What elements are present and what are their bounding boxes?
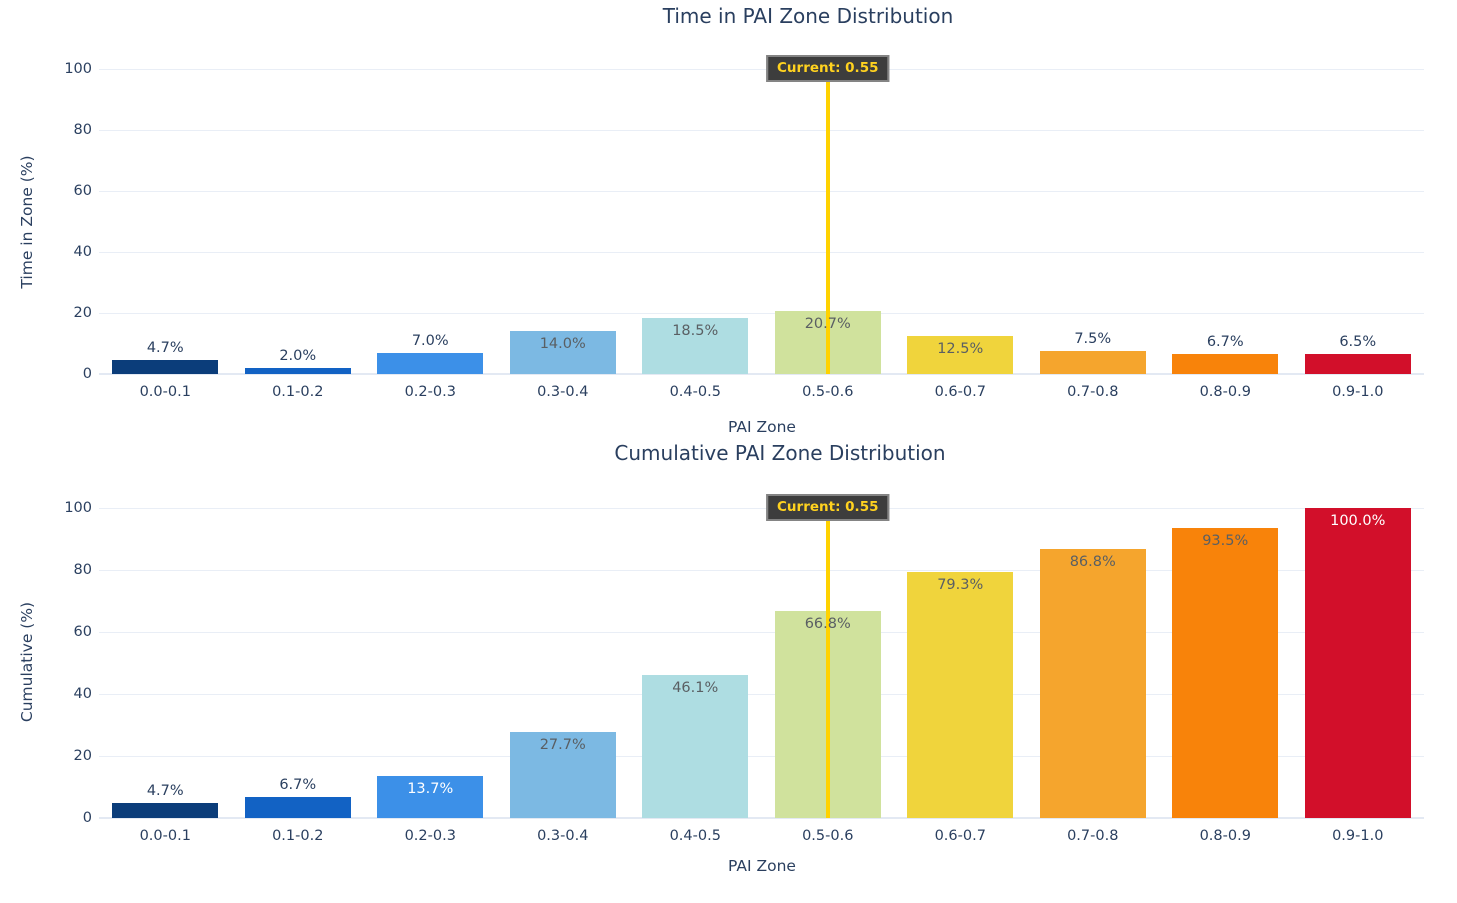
- current-value-annotation: Current: 0.55: [766, 55, 890, 82]
- bar-value-label: 27.7%: [539, 737, 586, 754]
- gridline: [99, 694, 1424, 695]
- bar-value-label: 79.3%: [937, 577, 984, 594]
- bar-value-label: 7.5%: [1074, 331, 1112, 348]
- bar-value-label: 6.5%: [1339, 334, 1377, 351]
- bar-0.3-0.4[interactable]: [509, 732, 616, 818]
- bar-value-label: 4.7%: [146, 339, 184, 356]
- bar-value-label: 2.0%: [279, 347, 317, 364]
- x-tick-label: 0.5-0.6: [802, 384, 854, 400]
- bar-0.7-0.8[interactable]: [1039, 548, 1146, 818]
- y-tick-label: 0: [82, 810, 92, 826]
- bar-0.4-0.5[interactable]: [642, 675, 749, 818]
- x-tick-label: 0.6-0.7: [934, 384, 986, 400]
- bar-0.2-0.3[interactable]: [377, 775, 484, 818]
- y-tick-label: 100: [64, 500, 92, 516]
- bar-value-label: 6.7%: [279, 777, 317, 794]
- y-axis-title: Time in Zone (%): [18, 155, 36, 289]
- bar-value-label: 86.8%: [1069, 553, 1116, 570]
- y-axis-title: Cumulative (%): [18, 601, 36, 723]
- bar-0.7-0.8[interactable]: [1039, 351, 1146, 374]
- x-tick-label: 0.8-0.9: [1199, 384, 1251, 400]
- current-value-line: [825, 59, 830, 374]
- x-axis-title: PAI Zone: [728, 418, 796, 436]
- y-tick-label: 20: [73, 305, 92, 321]
- x-tick-label: 0.7-0.8: [1067, 828, 1119, 844]
- bar-value-label: 7.0%: [411, 332, 449, 349]
- x-tick-label: 0.9-1.0: [1332, 828, 1384, 844]
- bar-value-label: 12.5%: [937, 340, 984, 357]
- bar-0.3-0.4[interactable]: [509, 331, 616, 374]
- bar-0.8-0.9[interactable]: [1172, 353, 1279, 374]
- x-tick-label: 0.6-0.7: [934, 828, 986, 844]
- bar-value-label: 18.5%: [672, 322, 719, 339]
- x-tick-label: 0.4-0.5: [669, 828, 721, 844]
- bar-0.6-0.7[interactable]: [907, 335, 1014, 374]
- x-tick-label: 0.2-0.3: [404, 828, 456, 844]
- x-tick-label: 0.1-0.2: [272, 384, 324, 400]
- x-tick-label: 0.0-0.1: [139, 384, 191, 400]
- gridline: [99, 313, 1424, 314]
- y-tick-label: 0: [82, 366, 92, 382]
- gridline: [99, 756, 1424, 757]
- x-tick-label: 0.8-0.9: [1199, 828, 1251, 844]
- gridline: [99, 570, 1424, 571]
- gridline: [99, 130, 1424, 131]
- bar-0.9-1.0[interactable]: [1304, 508, 1411, 818]
- bar-value-label: 14.0%: [539, 336, 586, 353]
- bar-value-label: 6.7%: [1206, 333, 1244, 350]
- x-tick-label: 0.1-0.2: [272, 828, 324, 844]
- y-tick-label: 40: [73, 244, 92, 260]
- gridline: [99, 508, 1424, 509]
- x-tick-label: 0.2-0.3: [404, 384, 456, 400]
- bar-value-label: 4.7%: [146, 783, 184, 800]
- bar-0.1-0.2[interactable]: [244, 367, 351, 374]
- bar-0.4-0.5[interactable]: [642, 317, 749, 374]
- gridline: [99, 69, 1424, 70]
- y-tick-label: 80: [73, 562, 92, 578]
- y-tick-label: 20: [73, 748, 92, 764]
- current-value-annotation: Current: 0.55: [766, 494, 890, 521]
- chart-title: Time in PAI Zone Distribution: [662, 4, 954, 28]
- x-tick-label: 0.4-0.5: [669, 384, 721, 400]
- current-value-line: [825, 498, 830, 818]
- y-tick-label: 60: [73, 183, 92, 199]
- x-axis-title: PAI Zone: [728, 857, 796, 875]
- x-axis-line: [99, 373, 1424, 375]
- bar-value-label: 13.7%: [407, 780, 454, 797]
- gridline: [99, 191, 1424, 192]
- x-tick-label: 0.9-1.0: [1332, 384, 1384, 400]
- bar-0.1-0.2[interactable]: [244, 797, 351, 818]
- bar-0.6-0.7[interactable]: [907, 572, 1014, 818]
- chart-title: Cumulative PAI Zone Distribution: [614, 441, 946, 465]
- bar-value-label: 20.7%: [804, 315, 851, 332]
- gridline: [99, 632, 1424, 633]
- bar-value-label: 93.5%: [1202, 533, 1249, 550]
- bar-0.9-1.0[interactable]: [1304, 354, 1411, 374]
- bar-0.8-0.9[interactable]: [1172, 528, 1279, 818]
- x-tick-label: 0.3-0.4: [537, 384, 589, 400]
- x-tick-label: 0.7-0.8: [1067, 384, 1119, 400]
- y-tick-label: 60: [73, 624, 92, 640]
- y-tick-label: 100: [64, 61, 92, 77]
- bar-value-label: 100.0%: [1330, 513, 1386, 529]
- x-tick-label: 0.5-0.6: [802, 828, 854, 844]
- x-axis-line: [99, 817, 1424, 819]
- gridline: [99, 252, 1424, 253]
- y-tick-label: 40: [73, 686, 92, 702]
- bar-0.2-0.3[interactable]: [377, 352, 484, 374]
- bar-0.0-0.1[interactable]: [112, 803, 219, 818]
- bar-value-label: 46.1%: [672, 680, 719, 697]
- x-tick-label: 0.3-0.4: [537, 828, 589, 844]
- y-tick-label: 80: [73, 122, 92, 138]
- bar-0.0-0.1[interactable]: [112, 359, 219, 374]
- bar-value-label: 66.8%: [804, 615, 851, 632]
- x-tick-label: 0.0-0.1: [139, 828, 191, 844]
